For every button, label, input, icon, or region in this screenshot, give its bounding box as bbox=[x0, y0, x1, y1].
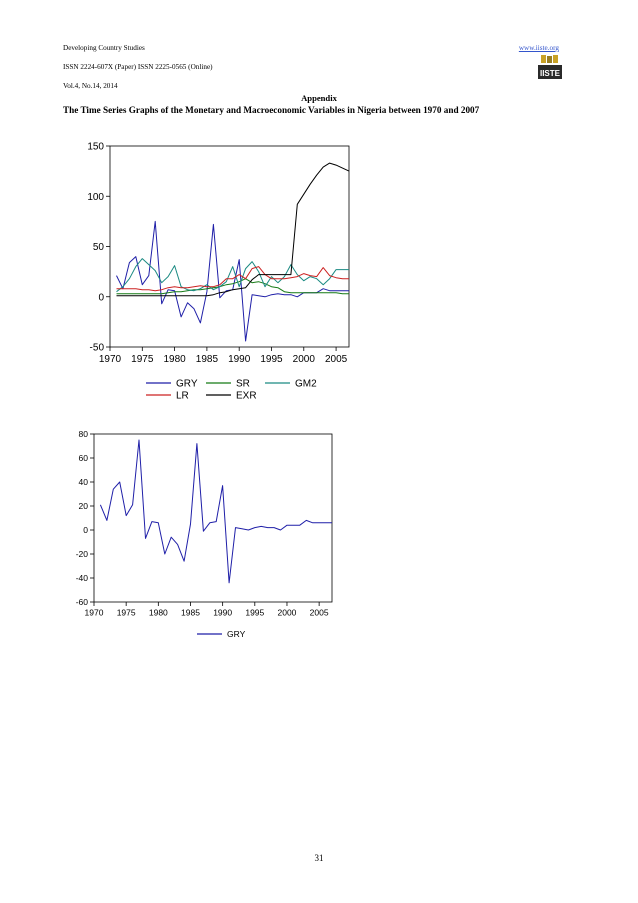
y-tick-label: 0 bbox=[83, 525, 88, 535]
x-tick-label: 2000 bbox=[278, 608, 297, 618]
series-line-lr bbox=[116, 266, 349, 292]
y-tick-label: 0 bbox=[98, 292, 104, 303]
y-tick-label: 50 bbox=[93, 242, 105, 253]
series-line-gry bbox=[116, 220, 349, 342]
x-tick-label: 1995 bbox=[245, 608, 264, 618]
legend-label-sr: SR bbox=[236, 379, 250, 390]
x-tick-label: 2000 bbox=[293, 354, 316, 365]
x-tick-label: 2005 bbox=[325, 354, 348, 365]
x-tick-label: 1975 bbox=[131, 354, 154, 365]
x-tick-label: 1970 bbox=[85, 608, 104, 618]
y-tick-label: 80 bbox=[79, 429, 89, 439]
series-line-sr bbox=[116, 278, 349, 295]
journal-issn: ISSN 2224-607X (Paper) ISSN 2225-0565 (O… bbox=[63, 63, 213, 71]
legend-label-exr: EXR bbox=[236, 391, 257, 402]
legend-label-gm2: GM2 bbox=[295, 379, 317, 390]
y-tick-label: -60 bbox=[76, 597, 89, 607]
y-tick-label: 60 bbox=[79, 453, 89, 463]
x-tick-label: 1995 bbox=[260, 354, 283, 365]
x-tick-label: 1975 bbox=[117, 608, 136, 618]
section-title: The Time Series Graphs of the Monetary a… bbox=[63, 105, 480, 115]
time-series-chart-gry: -60 -40 -20 0 20 40 60 80 1970 1975 1980 1985 1990 19… bbox=[76, 429, 333, 639]
series-line-gry bbox=[99, 439, 332, 584]
page-number: 31 bbox=[314, 853, 324, 863]
x-tick-label: 1985 bbox=[181, 608, 200, 618]
y-tick-label: 20 bbox=[79, 501, 89, 511]
legend-label-lr: LR bbox=[176, 391, 189, 402]
plot-frame bbox=[93, 433, 333, 603]
x-tick-label: 1980 bbox=[163, 354, 186, 365]
y-tick-label: 40 bbox=[79, 477, 89, 487]
x-tick-label: 1990 bbox=[228, 354, 251, 365]
plot-frame bbox=[109, 145, 350, 348]
legend-label-gry: GRY bbox=[227, 629, 246, 639]
journal-website-link[interactable]: www.iiste.org bbox=[518, 44, 559, 52]
legend-label-gry: GRY bbox=[176, 379, 198, 390]
x-tick-label: 2005 bbox=[310, 608, 329, 618]
x-tick-label: 1990 bbox=[213, 608, 232, 618]
appendix-heading: Appendix bbox=[301, 93, 337, 103]
journal-header: Developing Country Studies ISSN 2224-607… bbox=[63, 44, 213, 101]
series-line-exr bbox=[116, 162, 350, 297]
x-tick-label: 1980 bbox=[149, 608, 168, 618]
iiste-logo: IISTE bbox=[538, 55, 562, 79]
logo-text: IISTE bbox=[540, 69, 561, 78]
time-series-chart-all-variables: -50 0 50 100 150 1970 1975 1980 1985 1990 1995 2000… bbox=[87, 142, 350, 402]
y-tick-label: -50 bbox=[90, 343, 105, 354]
series-line-gm2 bbox=[116, 258, 349, 293]
y-tick-label: 100 bbox=[87, 192, 104, 203]
journal-volume: Vol.4, No.14, 2014 bbox=[63, 82, 118, 90]
y-tick-label: -40 bbox=[76, 573, 89, 583]
x-tick-label: 1985 bbox=[196, 354, 219, 365]
x-tick-label: 1970 bbox=[99, 354, 122, 365]
y-tick-label: 150 bbox=[87, 142, 104, 153]
y-tick-label: -20 bbox=[76, 549, 89, 559]
journal-name: Developing Country Studies bbox=[63, 44, 145, 52]
